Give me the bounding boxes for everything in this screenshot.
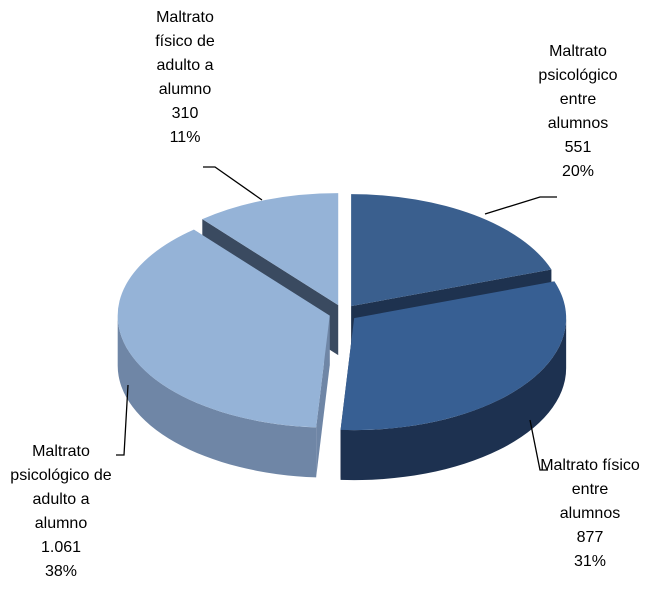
leader-line — [484, 196, 557, 215]
percent-label: 20% — [561, 163, 595, 180]
data-label: Maltrato físico de adulto a alumno 310 1… — [130, 6, 240, 150]
percent-label: 11% — [169, 129, 201, 146]
value-label: 1.061 — [40, 539, 82, 556]
leader-line — [116, 384, 129, 456]
value-label: 310 — [171, 105, 199, 122]
slices — [117, 193, 567, 481]
percent-label: 31% — [573, 553, 607, 570]
category-label: Maltrato psicológico de adulto a alumno — [10, 443, 112, 532]
value-label: 551 — [564, 139, 592, 156]
leader-line — [203, 166, 263, 201]
category-label: Maltrato físico de adulto a alumno — [155, 9, 215, 98]
slice — [351, 194, 552, 307]
data-label: Maltrato físico entre alumnos 877 31% — [534, 454, 646, 574]
slice — [117, 229, 330, 428]
slice — [340, 281, 567, 431]
data-label: Maltrato psicológico entre alumnos 551 2… — [522, 40, 634, 184]
slice-side — [117, 315, 317, 478]
value-label: 877 — [576, 529, 604, 546]
category-label: Maltrato psicológico entre alumnos — [538, 43, 618, 132]
data-label: Maltrato psicológico de adulto a alumno … — [4, 440, 118, 584]
slice — [202, 193, 339, 306]
leader-line — [529, 419, 548, 471]
category-label: Maltrato físico entre alumnos — [540, 457, 640, 522]
percent-label: 38% — [44, 563, 78, 580]
slice-side — [340, 318, 567, 481]
